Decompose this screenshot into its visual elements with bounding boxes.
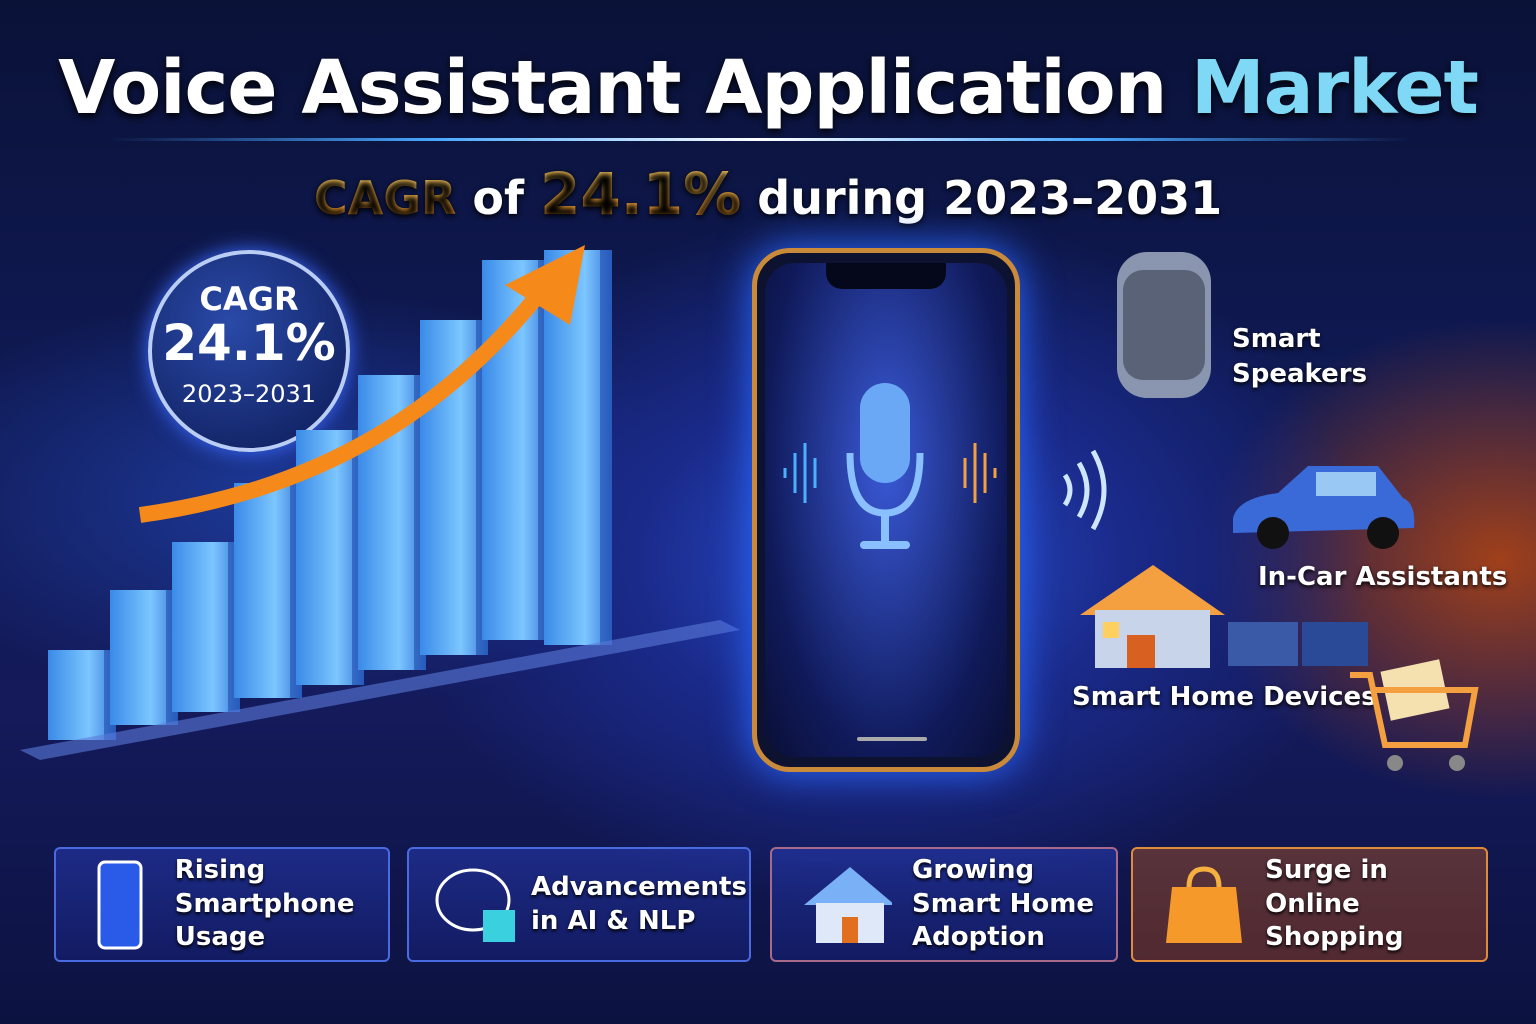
home-indicator: [857, 737, 927, 741]
car-icon: [1233, 466, 1415, 549]
brain-chip-icon: [431, 860, 521, 950]
driver-line: Surge in: [1265, 854, 1388, 885]
smart-speaker-icon: [1117, 252, 1211, 398]
title-main: Voice Assistant Application: [58, 45, 1167, 131]
badge-rate: 24.1%: [162, 314, 336, 372]
growth-bars-illustration: [48, 250, 618, 740]
title-accent: Market: [1191, 45, 1479, 131]
smartphone-illustration: [752, 248, 1020, 772]
subtitle: CAGR of 24.1% during 2023–2031: [0, 160, 1536, 228]
driver-line: Advancements: [531, 871, 747, 902]
driver-line: Growing: [912, 854, 1035, 885]
driver-line: Smartphone Usage: [174, 888, 355, 953]
driver-card-online-shopping: Surge in Online Shopping: [1131, 847, 1488, 962]
driver-line: Adoption: [912, 922, 1045, 953]
segment-smart-home-devices: Smart Home Devices: [1072, 682, 1377, 712]
driver-line: Online Shopping: [1265, 888, 1404, 953]
title-divider: [110, 138, 1410, 141]
subtitle-rate: 24.1%: [540, 160, 742, 228]
shopping-cart-icon: [1350, 659, 1479, 771]
driver-line: in AI & NLP: [531, 905, 696, 936]
badge-label: CAGR: [199, 280, 299, 318]
badge-period: 2023–2031: [181, 380, 317, 408]
driver-card-ai-nlp: Advancements in AI & NLP: [407, 847, 751, 962]
smartphone-icon: [86, 860, 155, 950]
phone-notch: [826, 263, 946, 289]
driver-line: Rising: [174, 854, 266, 885]
growth-bar: [172, 542, 240, 712]
cagr-badge: CAGR 24.1% 2023–2031: [148, 250, 350, 452]
house-icon: [802, 860, 892, 950]
smart-devices-icon: [1228, 622, 1368, 666]
growth-bar: [234, 483, 302, 698]
phone-screen: [765, 263, 1007, 757]
page-title: Voice Assistant Application Market: [0, 45, 1536, 131]
driver-card-smartphone: Rising Smartphone Usage: [54, 847, 390, 962]
driver-line: Smart Home: [912, 888, 1095, 919]
house-icon: [1080, 565, 1225, 668]
sound-wave-icon: [783, 443, 997, 503]
segment-in-car-assistants: In-Car Assistants: [1258, 562, 1508, 592]
microphone-icon: [846, 383, 924, 549]
wireless-signal-icon: [1062, 449, 1107, 531]
growth-bar: [48, 650, 116, 740]
subtitle-of: of: [472, 171, 525, 225]
subtitle-cagr: CAGR: [313, 171, 457, 225]
growth-bar: [110, 590, 178, 725]
chart-floor: [20, 620, 740, 760]
driver-card-smart-home: Growing Smart Home Adoption: [770, 847, 1118, 962]
growth-arrow-icon: [138, 245, 585, 523]
subtitle-period: during 2023–2031: [757, 171, 1223, 225]
shopping-bag-icon: [1163, 860, 1245, 950]
segment-smart-speakers: Smart Speakers: [1232, 324, 1368, 390]
